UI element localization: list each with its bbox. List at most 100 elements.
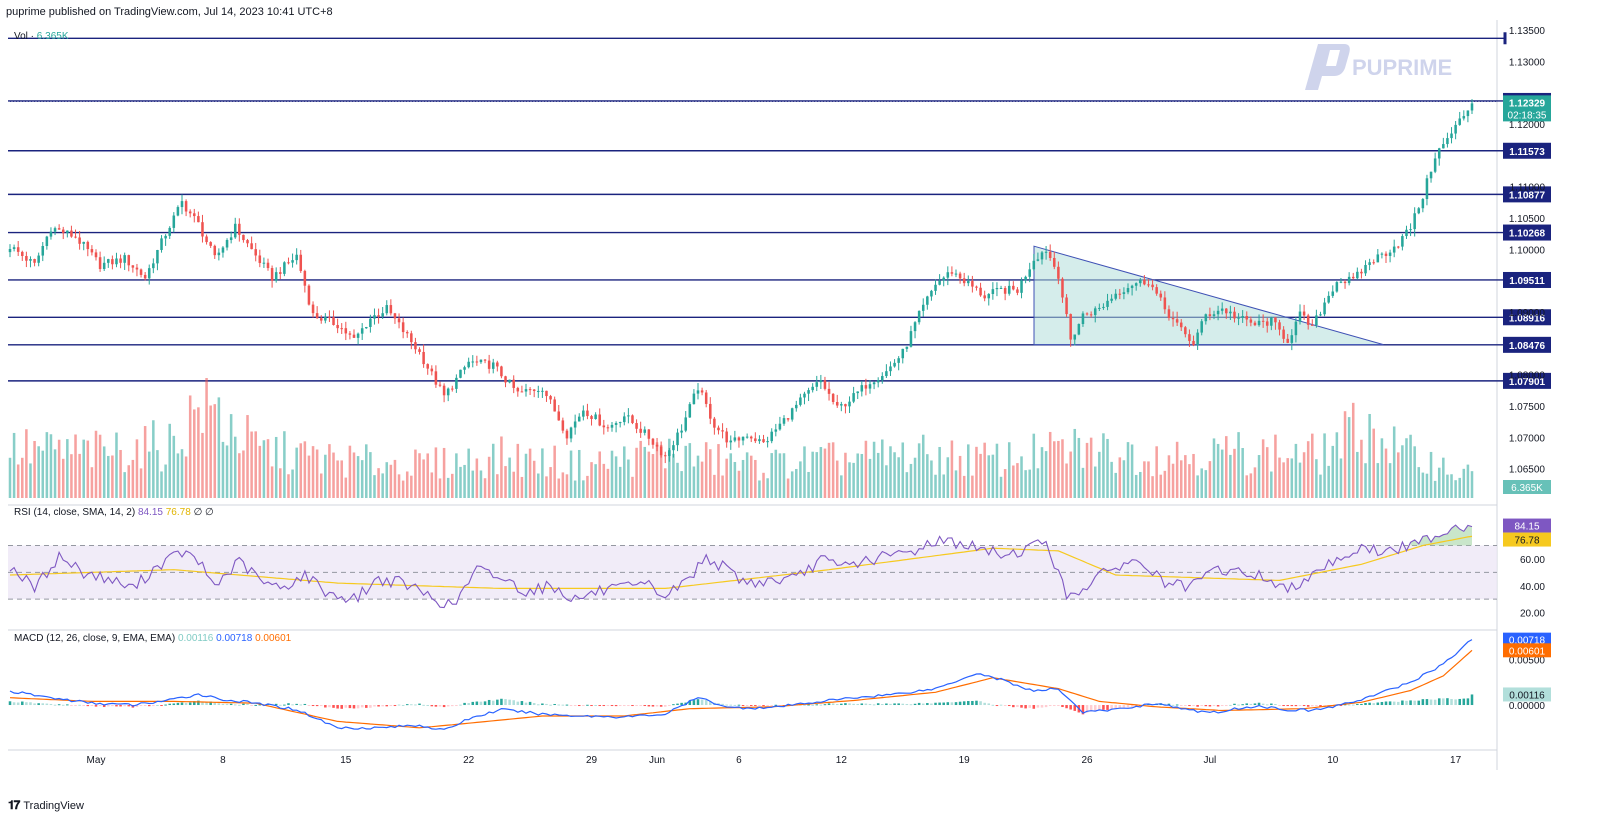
volume-bar [242,450,245,498]
macd-histogram-bar [1302,705,1306,707]
volume-bar [29,463,32,498]
rsi-legend: RSI (14, close, SMA, 14, 2) 84.15 76.78 … [14,507,214,518]
time-tick-label: Jul [1204,755,1217,766]
macd-histogram-bar [1085,705,1089,713]
volume-bar [1200,468,1203,498]
volume-bar [1020,456,1023,498]
volume-bar [557,478,561,498]
level-label-bg [1503,271,1551,288]
macd-histogram-bar [1130,705,1134,707]
last-price-label: 1.12329 [1509,98,1546,109]
volume-bar [1319,474,1322,498]
macd-histogram-bar [631,705,634,707]
macd-histogram-bar [1429,699,1433,706]
candle-body [504,376,507,383]
volume-bar [663,468,667,498]
candle-body [377,315,380,317]
volume-bar [815,452,819,498]
volume-bar [119,449,122,498]
candle-body [1331,291,1335,296]
macd-histogram-bar [1343,704,1347,706]
candle-body [385,305,389,314]
volume-bar [250,431,253,498]
macd-histogram-bar [811,704,814,706]
candle-body [250,243,253,250]
volume-bar [1380,438,1384,498]
volume-bar [1069,451,1072,498]
candle-body [147,268,151,279]
macd-histogram-bar [221,703,225,706]
volume-bar [840,475,843,498]
volume-bar [311,446,315,498]
candle-body [647,429,651,439]
level-label-bg [1503,142,1551,159]
volume-bar [545,476,548,498]
candle-body [475,361,479,363]
tradingview-footer[interactable]: 𝟏𝟕 TradingView [8,798,84,813]
candle-body [258,255,262,263]
candle-body [893,362,896,367]
macd-histogram-bar [590,705,593,707]
macd-histogram-bar [1048,705,1052,707]
candle-body [573,421,577,428]
volume-bar [12,432,16,498]
volume-bar [53,449,57,498]
macd-histogram-bar [451,705,454,707]
volume-bar [856,453,859,498]
volume-bar [283,431,286,498]
volume-bar [229,414,233,498]
volume-bar [1225,436,1228,498]
macd-histogram-bar [1114,705,1117,709]
candle-body [156,249,159,264]
macd-histogram-bar [1466,698,1470,706]
macd-value-label: 0.00601 [1509,646,1546,657]
volume-bar [1175,441,1179,498]
volume-bar [324,454,327,498]
candle-body [1335,282,1339,292]
candle-body [414,342,417,350]
volume-bar [758,480,761,498]
macd-histogram-bar [483,701,487,706]
macd-histogram-bar [967,701,970,706]
volume-bar [1012,465,1015,498]
macd-histogram-bar [602,705,606,707]
volume-bar [1085,442,1089,498]
candle-body [401,322,405,333]
volume-bar [938,446,941,498]
macd-histogram-bar [381,705,384,707]
candle-body [532,389,536,391]
volume-bar [418,453,421,498]
candle-body [1286,338,1289,343]
volume-bar [852,462,855,498]
macd-histogram-bar [1171,704,1175,706]
candle-body [1143,279,1146,285]
candle-body [881,376,884,381]
candle-body [1147,284,1150,286]
volume-bar [586,475,589,498]
candle-body [213,245,217,256]
macd-histogram-bar [53,704,57,706]
candle-body [1098,307,1101,309]
volume-bar [422,459,425,498]
macd-histogram-bar [164,704,167,706]
candle-body [520,391,524,393]
volume-bar [1048,431,1052,498]
macd-histogram-bar [1233,703,1236,706]
volume-bar [831,442,835,498]
volume-bar [205,378,208,498]
volume-bar [225,445,229,498]
macd-histogram-bar [1323,705,1326,707]
level-label: 1.10877 [1509,190,1546,201]
macd-histogram-bar [274,703,278,706]
volume-bar [1257,455,1261,498]
candle-body [524,389,528,392]
volume-bar [193,409,196,498]
macd-histogram-bar [467,703,470,706]
macd-histogram-bar [991,704,995,706]
volume-bar [254,431,257,498]
volume-bar [668,438,671,498]
macd-histogram-bar [377,705,380,707]
macd-histogram-bar [852,703,855,706]
volume-bar [401,480,405,498]
